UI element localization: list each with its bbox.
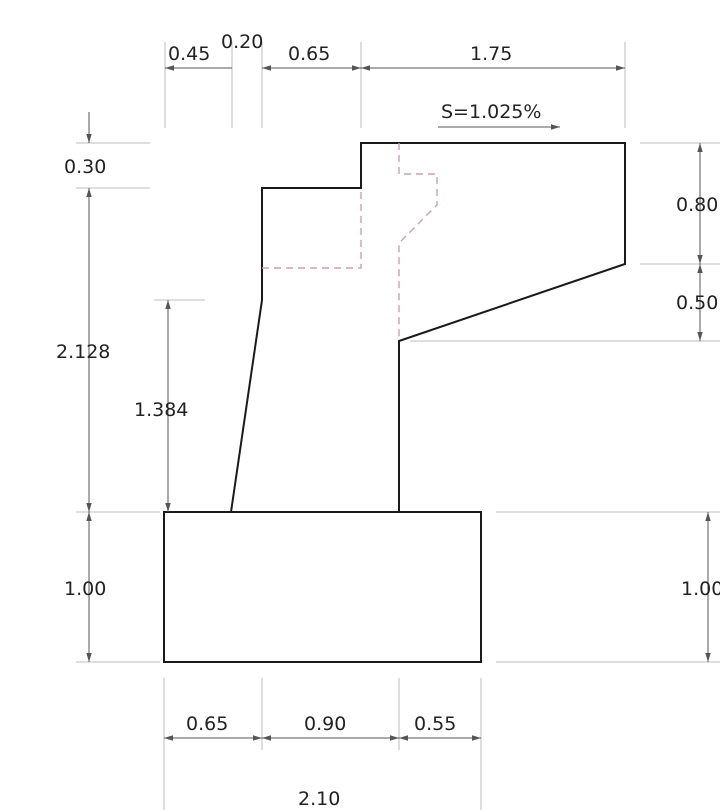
dim-top-020: 0.20 (221, 31, 263, 53)
hidden-line-left-notch (262, 188, 362, 269)
upper-section-outline (230, 142, 626, 513)
dim-left-2128: 2.128 (56, 341, 110, 363)
dim-right-080: 0.80 (676, 194, 718, 216)
dim-right-050: 0.50 (676, 292, 718, 314)
dim-left-100: 1.00 (64, 578, 106, 600)
dim-left-1384: 1.384 (134, 399, 188, 421)
dim-bottom-total: 2.10 (298, 788, 340, 810)
slope-label: S=1.025% (441, 101, 541, 123)
hidden-line-key (398, 143, 438, 341)
dimension-lines (86, 65, 711, 741)
hidden-lines (262, 143, 438, 341)
dim-bottom-065: 0.65 (186, 713, 228, 735)
structure-outline (163, 142, 626, 663)
dim-top-175: 1.75 (470, 43, 512, 65)
dim-left-030: 0.30 (64, 156, 106, 178)
extension-lines (76, 42, 720, 810)
dimension-labels: 0.45 0.20 0.65 1.75 S=1.025% 0.30 2.128 … (56, 31, 720, 810)
dim-top-045: 0.45 (168, 43, 210, 65)
dim-bottom-055: 0.55 (414, 713, 456, 735)
dim-right-100: 1.00 (681, 578, 720, 600)
footing-outline (163, 511, 482, 663)
dim-top-065: 0.65 (288, 43, 330, 65)
dim-bottom-090: 0.90 (304, 713, 346, 735)
